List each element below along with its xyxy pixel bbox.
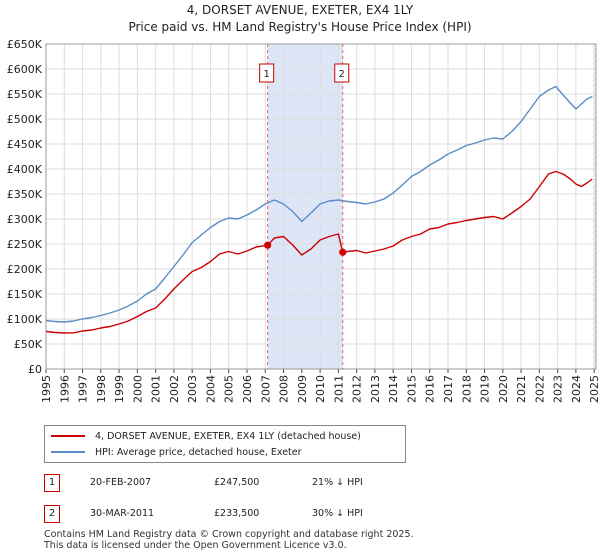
legend-item-hpi: HPI: Average price, detached house, Exet… <box>51 445 302 459</box>
x-tick-label: 2019 <box>479 375 492 403</box>
transaction-price: £233,500 <box>214 508 260 519</box>
x-tick-label: 2012 <box>351 375 364 403</box>
chart-title: 4, DORSET AVENUE, EXETER, EX4 1LY <box>186 3 414 17</box>
x-tick-label: 2009 <box>296 375 309 403</box>
x-tick-label: 2006 <box>241 375 254 403</box>
x-tick-label: 2007 <box>259 375 272 403</box>
y-tick-label: £450K <box>7 138 43 151</box>
transaction-hpi-delta: 30% ↓ HPI <box>312 508 363 519</box>
x-tick-label: 1996 <box>58 375 71 403</box>
x-tick-label: 2005 <box>223 375 236 403</box>
sale-price-dot <box>264 241 272 249</box>
y-tick-label: £0 <box>28 363 42 376</box>
x-tick-label: 2023 <box>552 375 565 403</box>
sale-marker-box <box>334 63 350 83</box>
y-tick-label: £250K <box>7 238 43 251</box>
y-tick-label: £100K <box>7 313 43 326</box>
footer-line-2: This data is licensed under the Open Gov… <box>44 540 347 551</box>
y-tick-label: £400K <box>7 163 43 176</box>
chart-legend: 4, DORSET AVENUE, EXETER, EX4 1LY (detac… <box>44 425 406 463</box>
sale-marker-box <box>259 63 275 83</box>
legend-hpi-swatch <box>51 451 85 453</box>
x-tick-label: 1997 <box>77 375 90 403</box>
attribution-footer: Contains HM Land Registry data © Crown c… <box>44 529 414 551</box>
transaction-hpi-delta: 21% ↓ HPI <box>312 477 363 488</box>
y-tick-label: £500K <box>7 113 43 126</box>
transaction-number: 1 <box>44 474 60 492</box>
x-tick-label: 2001 <box>150 375 163 403</box>
x-tick-label: 2008 <box>278 375 291 403</box>
x-tick-label: 2010 <box>314 375 327 403</box>
y-tick-label: £550K <box>7 88 43 101</box>
x-tick-label: 2017 <box>442 375 455 403</box>
x-tick-label: 2015 <box>405 375 418 403</box>
x-tick-label: 2022 <box>533 375 546 403</box>
x-tick-label: 2020 <box>497 375 510 403</box>
y-tick-label: £300K <box>7 213 43 226</box>
x-tick-label: 2014 <box>387 375 400 403</box>
x-tick-label: 2021 <box>515 375 528 403</box>
x-tick-label: 2011 <box>332 375 345 403</box>
legend-hpi-label: HPI: Average price, detached house, Exet… <box>95 446 302 458</box>
sale-marker-number: 1 <box>263 69 269 80</box>
footer-line-1: Contains HM Land Registry data © Crown c… <box>44 529 414 540</box>
plot-frame <box>45 43 597 370</box>
y-tick-label: £650K <box>7 38 43 51</box>
x-tick-label: 1999 <box>113 375 126 403</box>
x-tick-label: 1998 <box>95 375 108 403</box>
property-price-line <box>45 170 593 334</box>
x-tick-label: 2013 <box>369 375 382 403</box>
hpi-line <box>45 85 593 323</box>
x-tick-label: 2025 <box>588 375 600 403</box>
y-tick-label: £600K <box>7 63 43 76</box>
x-tick-label: 2003 <box>186 375 199 403</box>
y-tick-label: £200K <box>7 263 43 276</box>
x-tick-label: 2004 <box>204 375 217 403</box>
ownership-period-shade <box>267 44 343 369</box>
transaction-price: £247,500 <box>214 477 260 488</box>
y-tick-label: £150K <box>7 288 43 301</box>
x-tick-label: 1995 <box>40 375 53 403</box>
x-tick-label: 2002 <box>168 375 181 403</box>
transaction-date: 30-MAR-2011 <box>90 508 155 519</box>
price-chart: £0 £50K £100K £150K £200K £250K £300K £350K £400… <box>7 38 600 403</box>
transaction-date: 20-FEB-2007 <box>90 477 152 488</box>
x-tick-label: 2016 <box>424 375 437 403</box>
legend-property-label: 4, DORSET AVENUE, EXETER, EX4 1LY (detac… <box>95 430 361 442</box>
chart-subtitle: Price paid vs. HM Land Registry's House … <box>128 20 472 34</box>
legend-item-property: 4, DORSET AVENUE, EXETER, EX4 1LY (detac… <box>51 429 361 443</box>
sale-marker-number: 2 <box>339 69 345 80</box>
x-tick-label: 2000 <box>131 375 144 403</box>
x-tick-label: 2018 <box>460 375 473 403</box>
x-tick-label: 2024 <box>570 375 583 403</box>
sale-price-dot <box>339 248 347 256</box>
y-tick-label: £50K <box>14 338 43 351</box>
y-tick-label: £350K <box>7 188 43 201</box>
legend-property-swatch <box>51 435 85 437</box>
transaction-number: 2 <box>44 505 60 523</box>
